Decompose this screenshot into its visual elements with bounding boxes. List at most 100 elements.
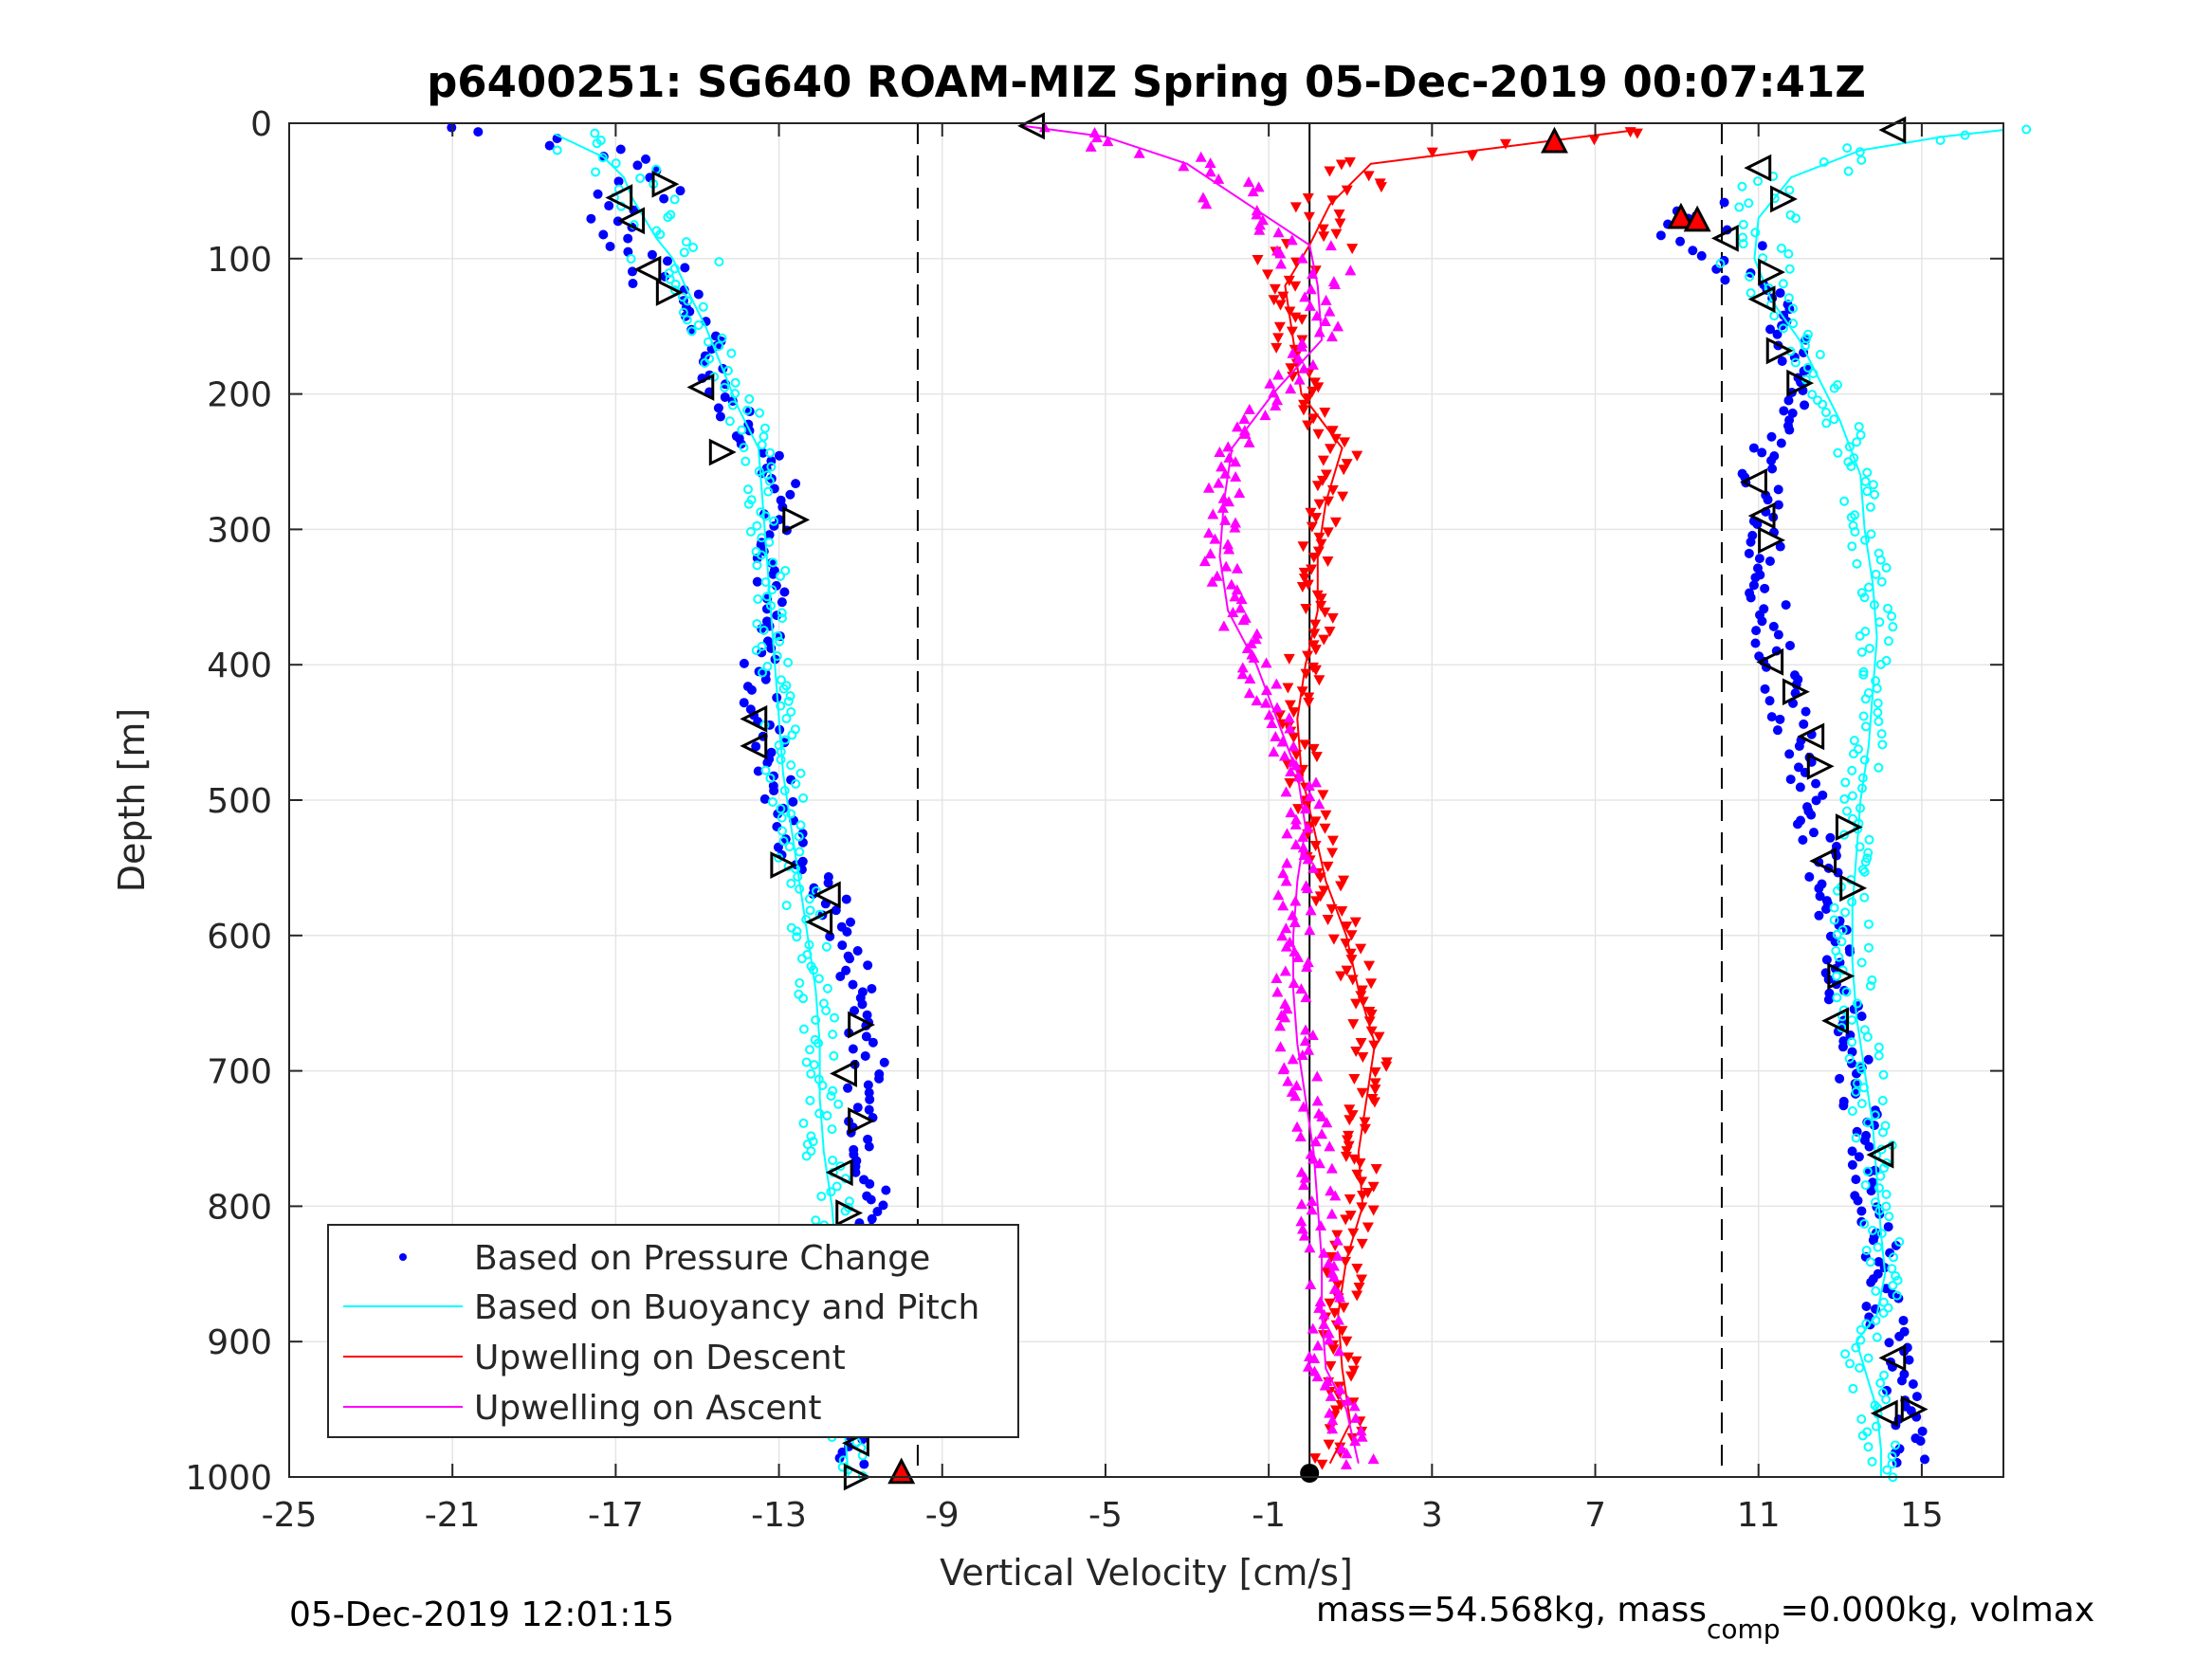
pressure-point: [1847, 1159, 1857, 1170]
pressure-point: [1874, 1257, 1884, 1267]
turn-triangle-right: [848, 1011, 876, 1039]
pressure-point: [879, 1057, 889, 1067]
ascent-triangle-mark: [1253, 219, 1266, 230]
legend-label-pressure: Based on Pressure Change: [474, 1239, 930, 1278]
ascent-triangle-mark: [1298, 1179, 1310, 1191]
pressure-point: [878, 1200, 888, 1211]
pressure-point: [1801, 706, 1811, 717]
descent-triangle-mark: [1357, 1190, 1369, 1201]
buoyancy-point: [1842, 143, 1853, 154]
buoyancy-point: [743, 484, 754, 495]
buoyancy-point: [678, 307, 688, 318]
buoyancy-point: [717, 333, 727, 343]
ascent-triangle-mark: [1270, 730, 1282, 741]
ascent-triangle-mark: [1230, 456, 1242, 467]
legend-label-buoyancy: Based on Buoyancy and Pitch: [474, 1288, 979, 1327]
descent-triangle-mark: [1347, 1228, 1360, 1239]
buoyancy-point: [1894, 1236, 1905, 1247]
pressure-point: [1917, 1426, 1928, 1436]
pressure-point: [762, 757, 773, 768]
ascent-triangle-mark: [1298, 362, 1310, 374]
descent-triangle-mark: [1362, 1222, 1374, 1233]
pressure-point: [751, 741, 761, 752]
buoyancy-point: [1840, 907, 1851, 918]
y-tick-label: 500: [207, 782, 272, 821]
ascent-triangle-mark: [1301, 883, 1313, 894]
buoyancy-point: [1864, 643, 1874, 653]
pressure-point: [1794, 741, 1804, 752]
buoyancy-point: [1839, 496, 1850, 506]
pressure-point: [1775, 288, 1785, 299]
pressure-point: [1800, 400, 1810, 410]
buoyancy-point: [798, 1118, 809, 1128]
buoyancy-point: [1862, 1166, 1873, 1176]
ascent-triangle-mark: [1319, 316, 1331, 327]
descent-triangle-mark: [1353, 1282, 1365, 1293]
buoyancy-point: [752, 560, 762, 571]
ascent-triangle-mark: [1251, 209, 1263, 220]
descent-triangle-mark: [1350, 1046, 1362, 1057]
pressure-point: [1773, 500, 1783, 510]
ascent-triangle-mark: [1281, 857, 1293, 868]
ascent-triangle-mark: [1325, 1390, 1337, 1401]
descent-triangle-mark: [1344, 1194, 1356, 1205]
ascent-triangle-mark: [1320, 294, 1332, 305]
descent-triangle-mark: [1369, 1078, 1381, 1089]
buoyancy-point: [726, 348, 737, 358]
ascent-triangle-mark: [1277, 1064, 1289, 1075]
descent-triangle-mark: [1344, 1211, 1357, 1222]
descent-triangle-mark: [1271, 342, 1283, 354]
ascent-triangle-mark: [1268, 387, 1280, 398]
y-axis-label: Depth [m]: [111, 708, 153, 893]
ascent-triangle-mark: [1195, 151, 1207, 162]
pressure-point: [1835, 1073, 1845, 1084]
buoyancy-point: [1738, 232, 1748, 243]
x-tick-label: -5: [1088, 1496, 1123, 1535]
pressure-point: [850, 1006, 860, 1016]
y-tick-label: 200: [207, 376, 272, 415]
pressure-point: [845, 954, 855, 964]
descent-triangle-mark: [1286, 326, 1298, 337]
descent-triangle-mark: [1350, 1356, 1362, 1367]
buoyancy-point: [682, 315, 692, 325]
descent-triangle-mark: [1341, 185, 1353, 196]
ascent-triangle-mark: [1284, 722, 1296, 734]
buoyancy-point: [1863, 919, 1874, 929]
ascent-triangle-mark: [1213, 173, 1225, 184]
descent-triangle-mark: [1355, 943, 1367, 955]
buoyancy-point: [809, 1060, 819, 1070]
pressure-point: [739, 698, 749, 708]
pressure-point: [1847, 1146, 1857, 1157]
ascent-triangle-mark: [1266, 718, 1278, 729]
buoyancy-point: [688, 243, 699, 253]
ascent-triangle-mark: [1292, 951, 1305, 962]
pressure-point: [846, 917, 856, 927]
pressure-point: [1750, 573, 1761, 583]
buoyancy-point: [1869, 600, 1879, 611]
ascent-triangle-mark: [1204, 166, 1216, 177]
buoyancy-point: [1878, 1307, 1889, 1318]
ascent-triangle-mark: [1248, 651, 1260, 663]
buoyancy-point: [776, 675, 786, 685]
descent-triangle-mark: [1315, 600, 1327, 611]
pressure-point: [1785, 640, 1796, 650]
ascent-triangle-mark: [1227, 606, 1239, 617]
turn-triangle-left: [633, 255, 662, 283]
descent-triangle-mark: [1375, 182, 1387, 193]
turn-triangle-left: [1797, 722, 1825, 751]
descent-triangle-mark: [1340, 1214, 1352, 1226]
descent-triangle-mark: [1290, 750, 1303, 761]
pressure-point: [1795, 782, 1805, 793]
turn-triangle-left: [1747, 285, 1776, 314]
descent-triangle-mark: [1289, 202, 1302, 213]
turn-triangle-right: [1765, 337, 1794, 365]
buoyancy-point: [798, 994, 809, 1004]
ascent-triangle-mark: [1307, 1030, 1319, 1041]
buoyancy-point: [776, 701, 786, 711]
ascent-triangle-mark: [1289, 895, 1302, 906]
buoyancy-point: [1849, 749, 1859, 759]
buoyancy-point: [791, 778, 801, 789]
buoyancy-point: [784, 842, 795, 852]
ascent-triangle-mark: [1276, 930, 1289, 941]
turn-triangle-left: [805, 908, 833, 936]
